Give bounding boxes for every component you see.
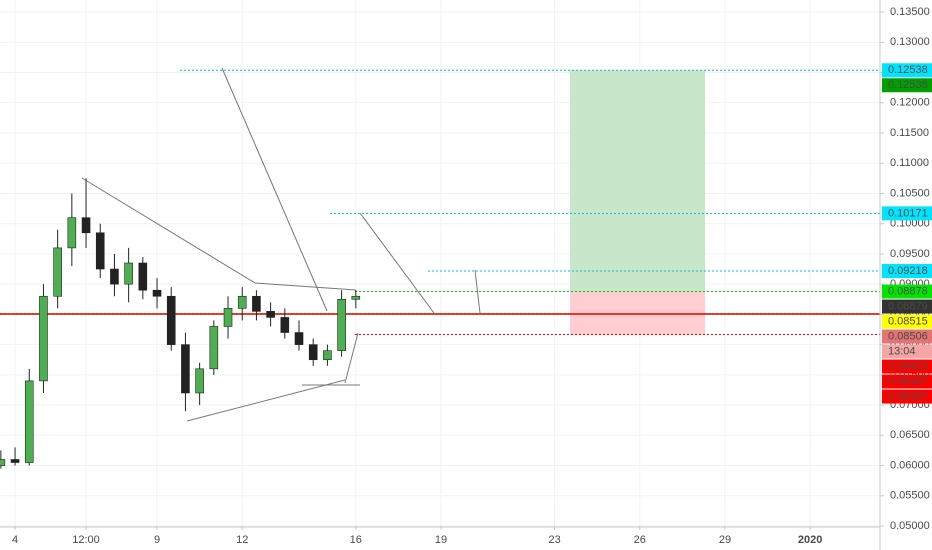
candle-body — [124, 262, 133, 285]
trend-line — [254, 282, 357, 291]
candle-body — [266, 311, 275, 318]
price-label: 0.09218 — [888, 265, 928, 277]
x-tick-label: 12:00 — [72, 534, 100, 546]
price-label: 0.08515 — [888, 315, 928, 327]
price-label-bg — [882, 63, 932, 78]
trend-line — [81, 177, 256, 284]
x-tick-label: 19 — [435, 534, 447, 546]
candle-body — [24, 380, 34, 463]
price-label: 0.08879 — [888, 300, 928, 312]
x-tick-label: 29 — [719, 534, 731, 546]
candle-body — [280, 317, 290, 333]
candle-body — [10, 459, 20, 463]
candle-body — [323, 350, 332, 361]
y-tick-label: 0.12000 — [890, 97, 930, 109]
price-label-bg — [882, 389, 932, 404]
candle-body — [252, 295, 261, 312]
trend-line — [344, 332, 359, 384]
y-tick-label: 0.11500 — [890, 127, 929, 139]
trend-line — [474, 269, 481, 314]
price-label: 0.08167 — [888, 375, 928, 387]
price-label: 0.08878 — [888, 285, 928, 297]
x-tick-label: 4 — [12, 534, 18, 546]
price-label-bg — [882, 206, 932, 221]
price-label-bg — [882, 284, 932, 299]
candle-body — [81, 217, 91, 234]
candle-body — [351, 295, 361, 300]
y-tick-label: 0.11000 — [890, 157, 929, 169]
candle-body — [110, 268, 119, 285]
y-tick-label: 0.13000 — [890, 36, 930, 48]
candles — [0, 178, 361, 469]
candle-body — [138, 262, 148, 291]
price-label-bg — [882, 374, 932, 389]
axes: 0.135000.130000.125000.120000.115000.110… — [12, 6, 930, 546]
candle-body — [294, 332, 304, 345]
candle-body — [181, 344, 190, 394]
price-label: 0.12538 — [888, 79, 928, 91]
price-label: 0.10171 — [888, 207, 928, 219]
x-tick-label: 23 — [548, 534, 560, 546]
y-tick-label: 0.10500 — [890, 187, 930, 199]
y-tick-label: 0.05000 — [890, 520, 930, 532]
price-label: 0.08423 — [888, 360, 928, 372]
candle-body — [337, 298, 346, 351]
y-tick-label: 0.10000 — [890, 218, 930, 230]
price-levels — [0, 69, 880, 336]
candle-body — [39, 295, 48, 382]
price-label-bg — [882, 78, 932, 93]
price-label-bg — [882, 329, 932, 344]
candle-body — [95, 232, 105, 270]
price-label-bg — [882, 299, 932, 314]
x-tick-label: 12 — [236, 534, 248, 546]
x-tick-label: 9 — [154, 534, 160, 546]
candle-body — [308, 344, 318, 361]
price-labels: 0.12538 0.12538 0.10171 0.09218 0.08878 0.088… — [882, 63, 932, 404]
y-tick-label: 0.06000 — [890, 459, 930, 471]
trend-line — [221, 67, 328, 312]
candle-body — [209, 326, 219, 370]
price-label: 0.08167 — [888, 390, 928, 402]
trend-line — [186, 379, 346, 422]
candle-body — [0, 459, 6, 466]
price-label: 0.08506 — [888, 330, 928, 342]
x-tick-label: 16 — [350, 534, 362, 546]
trend-drawings — [81, 67, 481, 422]
y-tick-label: 0.13500 — [890, 6, 930, 18]
trend-line — [359, 212, 435, 314]
candle-body — [53, 247, 62, 297]
price-label-bg — [882, 359, 932, 374]
price-label-bg — [882, 263, 932, 278]
candle-body — [195, 368, 204, 394]
candle-body — [152, 289, 162, 297]
price-label: 13:04 — [888, 345, 916, 357]
position-zones — [569, 70, 706, 335]
candle-body — [67, 217, 77, 249]
candle-body — [223, 308, 233, 327]
price-label-bg — [882, 314, 932, 329]
y-tick-label: 0.05500 — [890, 490, 930, 502]
candle-body — [166, 295, 176, 345]
x-tick-label: 2020 — [798, 534, 822, 546]
candle-body — [237, 295, 247, 309]
y-tick-label: 0.09500 — [890, 248, 930, 260]
profit-zone — [569, 70, 706, 292]
price-label-bg — [882, 344, 932, 359]
x-tick-label: 26 — [634, 534, 646, 546]
price-label: 0.12538 — [888, 64, 928, 76]
y-tick-label: 0.06500 — [890, 429, 930, 441]
